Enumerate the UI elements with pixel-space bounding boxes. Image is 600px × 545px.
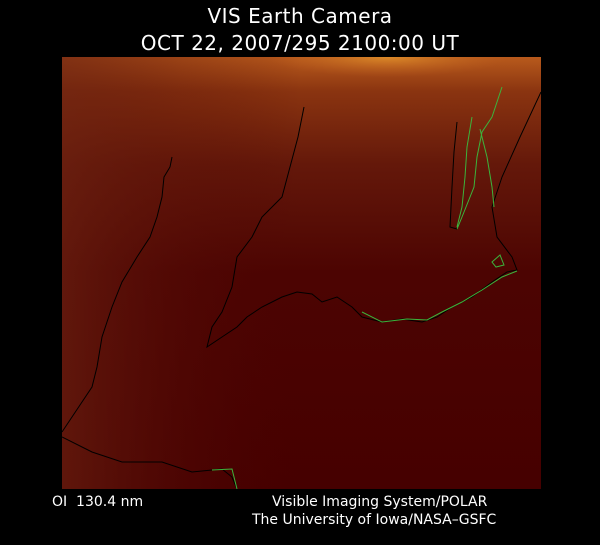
wavelength-label: OI 130.4 nm — [52, 494, 144, 510]
image-title: VIS Earth Camera — [207, 4, 393, 28]
earth-camera-image — [62, 57, 541, 489]
coastlines — [62, 86, 541, 489]
image-datetime: OCT 22, 2007/295 2100:00 UT — [140, 31, 460, 55]
credit-line-2: The University of Iowa/NASA–GSFC — [252, 512, 497, 528]
credit-line-1: Visible Imaging System/POLAR — [272, 494, 488, 510]
